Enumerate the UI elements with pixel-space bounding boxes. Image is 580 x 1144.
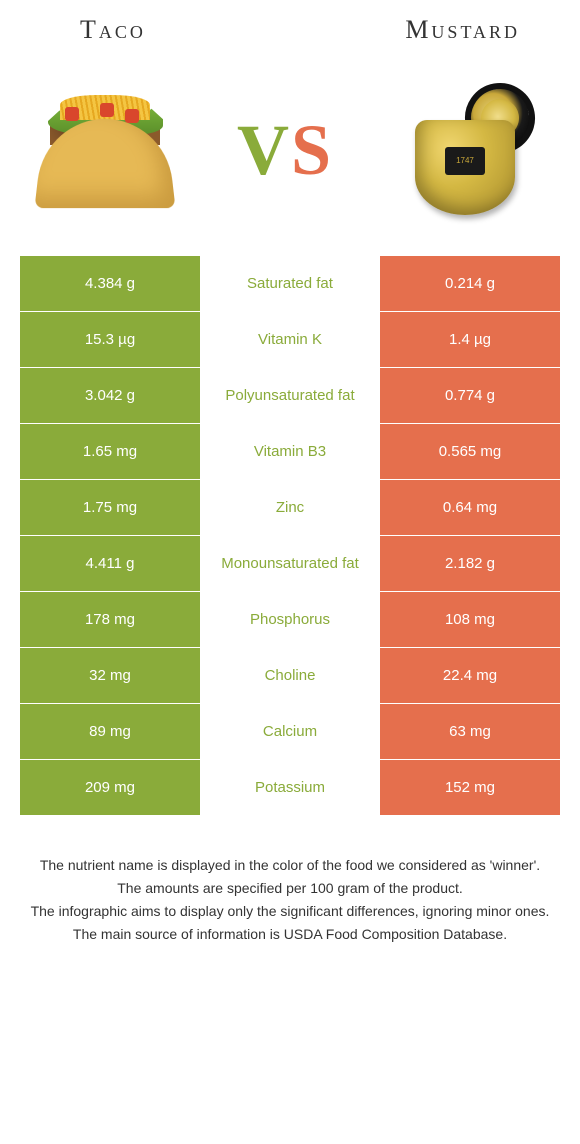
footnote-line: The nutrient name is displayed in the co…	[30, 855, 550, 876]
right-value: 152 mg	[380, 759, 560, 815]
right-value: 108 mg	[380, 591, 560, 647]
footnotes: The nutrient name is displayed in the co…	[0, 815, 580, 967]
left-value: 15.3 µg	[20, 311, 200, 367]
images-row: VS 1747	[0, 55, 580, 255]
footnote-line: The main source of information is USDA F…	[30, 924, 550, 945]
table-row: 89 mgCalcium63 mg	[20, 703, 560, 759]
nutrient-label: Choline	[200, 647, 380, 703]
table-row: 1.65 mgVitamin B30.565 mg	[20, 423, 560, 479]
right-value: 22.4 mg	[380, 647, 560, 703]
mustard-image: 1747	[380, 70, 550, 230]
right-value: 0.214 g	[380, 255, 560, 311]
left-food-title: Taco	[80, 15, 146, 45]
right-food-title: Mustard	[405, 15, 520, 45]
left-value: 3.042 g	[20, 367, 200, 423]
nutrient-label: Vitamin B3	[200, 423, 380, 479]
right-value: 1.4 µg	[380, 311, 560, 367]
nutrient-label: Saturated fat	[200, 255, 380, 311]
taco-image	[20, 70, 190, 230]
nutrient-label: Phosphorus	[200, 591, 380, 647]
nutrient-label: Zinc	[200, 479, 380, 535]
table-row: 178 mgPhosphorus108 mg	[20, 591, 560, 647]
nutrient-label: Calcium	[200, 703, 380, 759]
table-row: 4.411 gMonounsaturated fat2.182 g	[20, 535, 560, 591]
nutrient-label: Monounsaturated fat	[200, 535, 380, 591]
right-value: 63 mg	[380, 703, 560, 759]
table-row: 3.042 gPolyunsaturated fat0.774 g	[20, 367, 560, 423]
left-value: 89 mg	[20, 703, 200, 759]
nutrient-label: Polyunsaturated fat	[200, 367, 380, 423]
left-value: 4.411 g	[20, 535, 200, 591]
right-value: 0.64 mg	[380, 479, 560, 535]
right-value: 0.565 mg	[380, 423, 560, 479]
table-row: 209 mgPotassium152 mg	[20, 759, 560, 815]
left-value: 178 mg	[20, 591, 200, 647]
right-value: 0.774 g	[380, 367, 560, 423]
right-value: 2.182 g	[380, 535, 560, 591]
left-value: 1.75 mg	[20, 479, 200, 535]
left-value: 4.384 g	[20, 255, 200, 311]
table-row: 15.3 µgVitamin K1.4 µg	[20, 311, 560, 367]
vs-s: S	[291, 110, 333, 190]
vs-v: V	[237, 110, 291, 190]
comparison-table: 4.384 gSaturated fat0.214 g15.3 µgVitami…	[20, 255, 560, 815]
vs-label: VS	[237, 109, 333, 192]
footnote-line: The infographic aims to display only the…	[30, 901, 550, 922]
header: Taco Mustard	[0, 0, 580, 55]
nutrient-label: Potassium	[200, 759, 380, 815]
footnote-line: The amounts are specified per 100 gram o…	[30, 878, 550, 899]
left-value: 209 mg	[20, 759, 200, 815]
left-value: 32 mg	[20, 647, 200, 703]
table-row: 4.384 gSaturated fat0.214 g	[20, 255, 560, 311]
nutrient-label: Vitamin K	[200, 311, 380, 367]
table-row: 1.75 mgZinc0.64 mg	[20, 479, 560, 535]
left-value: 1.65 mg	[20, 423, 200, 479]
table-row: 32 mgCholine22.4 mg	[20, 647, 560, 703]
